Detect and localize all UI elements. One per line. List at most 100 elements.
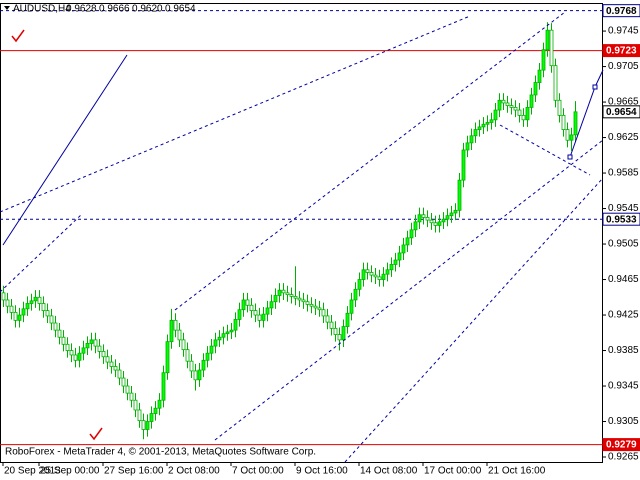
candle-body: [521, 114, 526, 121]
candle-body: [161, 372, 166, 401]
candle-body: [381, 273, 386, 280]
candle-body: [489, 119, 494, 123]
candle-body: [385, 269, 390, 275]
y-tick-label: 0.9585: [608, 168, 639, 179]
candle-body: [565, 129, 570, 141]
candle-body: [33, 296, 38, 302]
x-tick-label: 20 Sep 2013: [4, 466, 61, 477]
candle-body: [193, 370, 198, 381]
plot-frame: [0, 3, 603, 463]
candle-body: [393, 259, 398, 265]
candle-body: [37, 296, 42, 304]
trend-line: [174, 11, 566, 311]
candle-body: [261, 313, 266, 321]
y-tick-label: 0.9545: [608, 203, 639, 214]
candle-body: [9, 305, 14, 313]
current-price-box: [602, 105, 640, 119]
x-tick-label: 27 Sep 16:00: [104, 466, 164, 477]
candle-body: [445, 215, 450, 220]
y-tick-label: 0.9505: [608, 239, 639, 250]
candle-body: [189, 360, 194, 372]
candle-body: [217, 336, 222, 341]
candle-body: [13, 311, 18, 321]
candle-body: [121, 377, 126, 387]
x-tick-label: 17 Oct 00:00: [424, 466, 482, 477]
candle-body: [73, 354, 78, 361]
y-tick-label: 0.9745: [608, 26, 639, 37]
marks: [0, 10, 603, 446]
check-mark: [11, 29, 25, 43]
candle-body: [465, 142, 470, 151]
candle-body: [61, 336, 66, 345]
candle-body: [285, 292, 290, 296]
y-tick-label: 0.9385: [608, 345, 639, 356]
candle-body: [229, 329, 234, 333]
candle-body: [389, 264, 394, 271]
candle-body: [265, 307, 270, 315]
candle-body: [369, 272, 374, 276]
check-mark: [89, 427, 103, 441]
candle-body: [221, 333, 226, 338]
candle-body: [397, 252, 402, 261]
candle-body: [401, 244, 406, 254]
candle-body: [77, 352, 82, 361]
candle-body: [461, 149, 466, 181]
candle-body: [245, 299, 250, 306]
candle-body: [553, 65, 558, 101]
candle-body: [205, 352, 210, 361]
candle-body: [313, 305, 318, 309]
candle-body: [65, 343, 70, 351]
candle-body: [153, 407, 158, 414]
candle-body: [525, 106, 530, 121]
candle-body: [237, 309, 242, 320]
x-tick-label: 14 Oct 08:00: [360, 466, 418, 477]
candle-body: [289, 294, 294, 297]
candle-body: [173, 319, 178, 331]
candle-body: [345, 312, 350, 327]
candle-body: [169, 319, 174, 343]
trend-line: [2, 54, 128, 246]
candle-body: [233, 319, 238, 331]
candle-body: [145, 421, 150, 430]
x-tick-label: 21 Oct 16:00: [488, 466, 546, 477]
candle-body: [305, 301, 310, 305]
candle-body: [485, 122, 490, 125]
forecast-point: [592, 84, 598, 90]
candle-body: [21, 308, 26, 316]
candle-body: [201, 359, 206, 371]
candle-body: [557, 99, 562, 116]
candle-body: [549, 29, 554, 67]
candle-body: [433, 222, 438, 226]
y-tick-label: 0.9705: [608, 61, 639, 72]
candle-body: [109, 361, 114, 367]
candle-body: [117, 369, 122, 379]
candle-body: [1, 292, 6, 301]
x-tick-label: 9 Oct 16:00: [296, 466, 348, 477]
candle-body: [273, 295, 278, 303]
level-label: 0.9723: [606, 46, 637, 57]
candle-body: [93, 339, 98, 347]
candle-body: [501, 99, 506, 104]
candle-body: [425, 217, 430, 221]
candle-body: [441, 218, 446, 223]
candle-body: [529, 94, 534, 108]
candle-body: [349, 299, 354, 314]
candle-body: [469, 135, 474, 144]
symbol-title: AUDUSD,H4: [13, 4, 71, 15]
candle-body: [473, 129, 478, 137]
candle-body: [417, 214, 422, 223]
candle-body: [325, 315, 330, 323]
candle-body: [513, 106, 518, 111]
candle-body: [505, 102, 510, 107]
candle-body: [353, 288, 358, 301]
candle-body: [517, 109, 522, 116]
candle-body: [309, 303, 314, 307]
level-label-box: [602, 4, 640, 18]
ohlc-low: 0.9620: [132, 4, 163, 15]
level-label-box: [602, 438, 640, 452]
candle-body: [333, 327, 338, 335]
candle-body: [141, 420, 146, 430]
y-tick-label: 0.9345: [608, 381, 639, 392]
level-label-box: [602, 44, 640, 58]
